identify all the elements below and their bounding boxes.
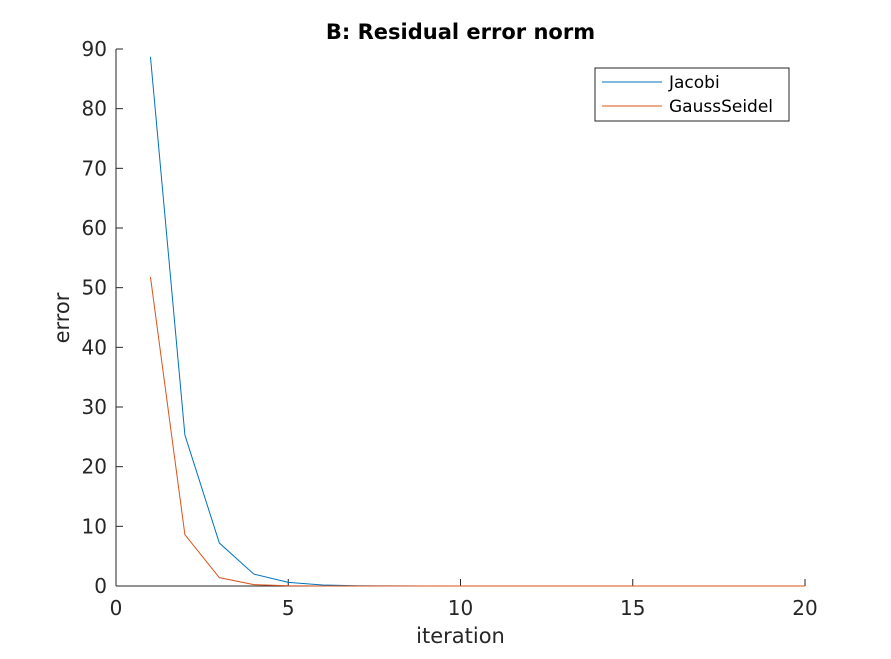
plot-area	[115, 49, 805, 587]
x-tick-label: 20	[792, 596, 817, 620]
x-axis-label: iteration	[416, 624, 505, 648]
chart-title: B: Residual error norm	[326, 20, 595, 44]
series-lines	[149, 56, 805, 587]
y-tick-label: 80	[82, 97, 107, 121]
series-line-gaussseidel	[149, 276, 805, 587]
legend-box	[594, 67, 790, 122]
y-tick-label: 70	[82, 156, 107, 180]
legend-label-gaussseidel: GaussSeidel	[669, 97, 773, 117]
x-tick-label: 15	[620, 596, 645, 620]
y-tick-label: 20	[82, 455, 107, 479]
axes-box	[116, 49, 805, 586]
legend-label-jacobi: Jacobi	[668, 73, 720, 93]
y-tick-label: 50	[82, 276, 107, 300]
x-ticks: 0 5 10 15 20	[110, 579, 818, 620]
y-tick-label: 90	[82, 37, 107, 61]
y-tick-label: 40	[82, 335, 107, 359]
y-tick-label: 60	[82, 216, 107, 240]
y-tick-label: 10	[82, 514, 107, 538]
y-ticks: 0 10 20 30 40 50 60 70 80 90	[82, 37, 123, 598]
x-tick-label: 5	[282, 596, 295, 620]
y-tick-label: 0	[94, 574, 107, 598]
legend: Jacobi GaussSeidel	[594, 67, 790, 122]
x-tick-label: 0	[110, 596, 123, 620]
y-axis-label: error	[50, 292, 74, 343]
y-tick-label: 30	[82, 395, 107, 419]
x-tick-label: 10	[448, 596, 473, 620]
